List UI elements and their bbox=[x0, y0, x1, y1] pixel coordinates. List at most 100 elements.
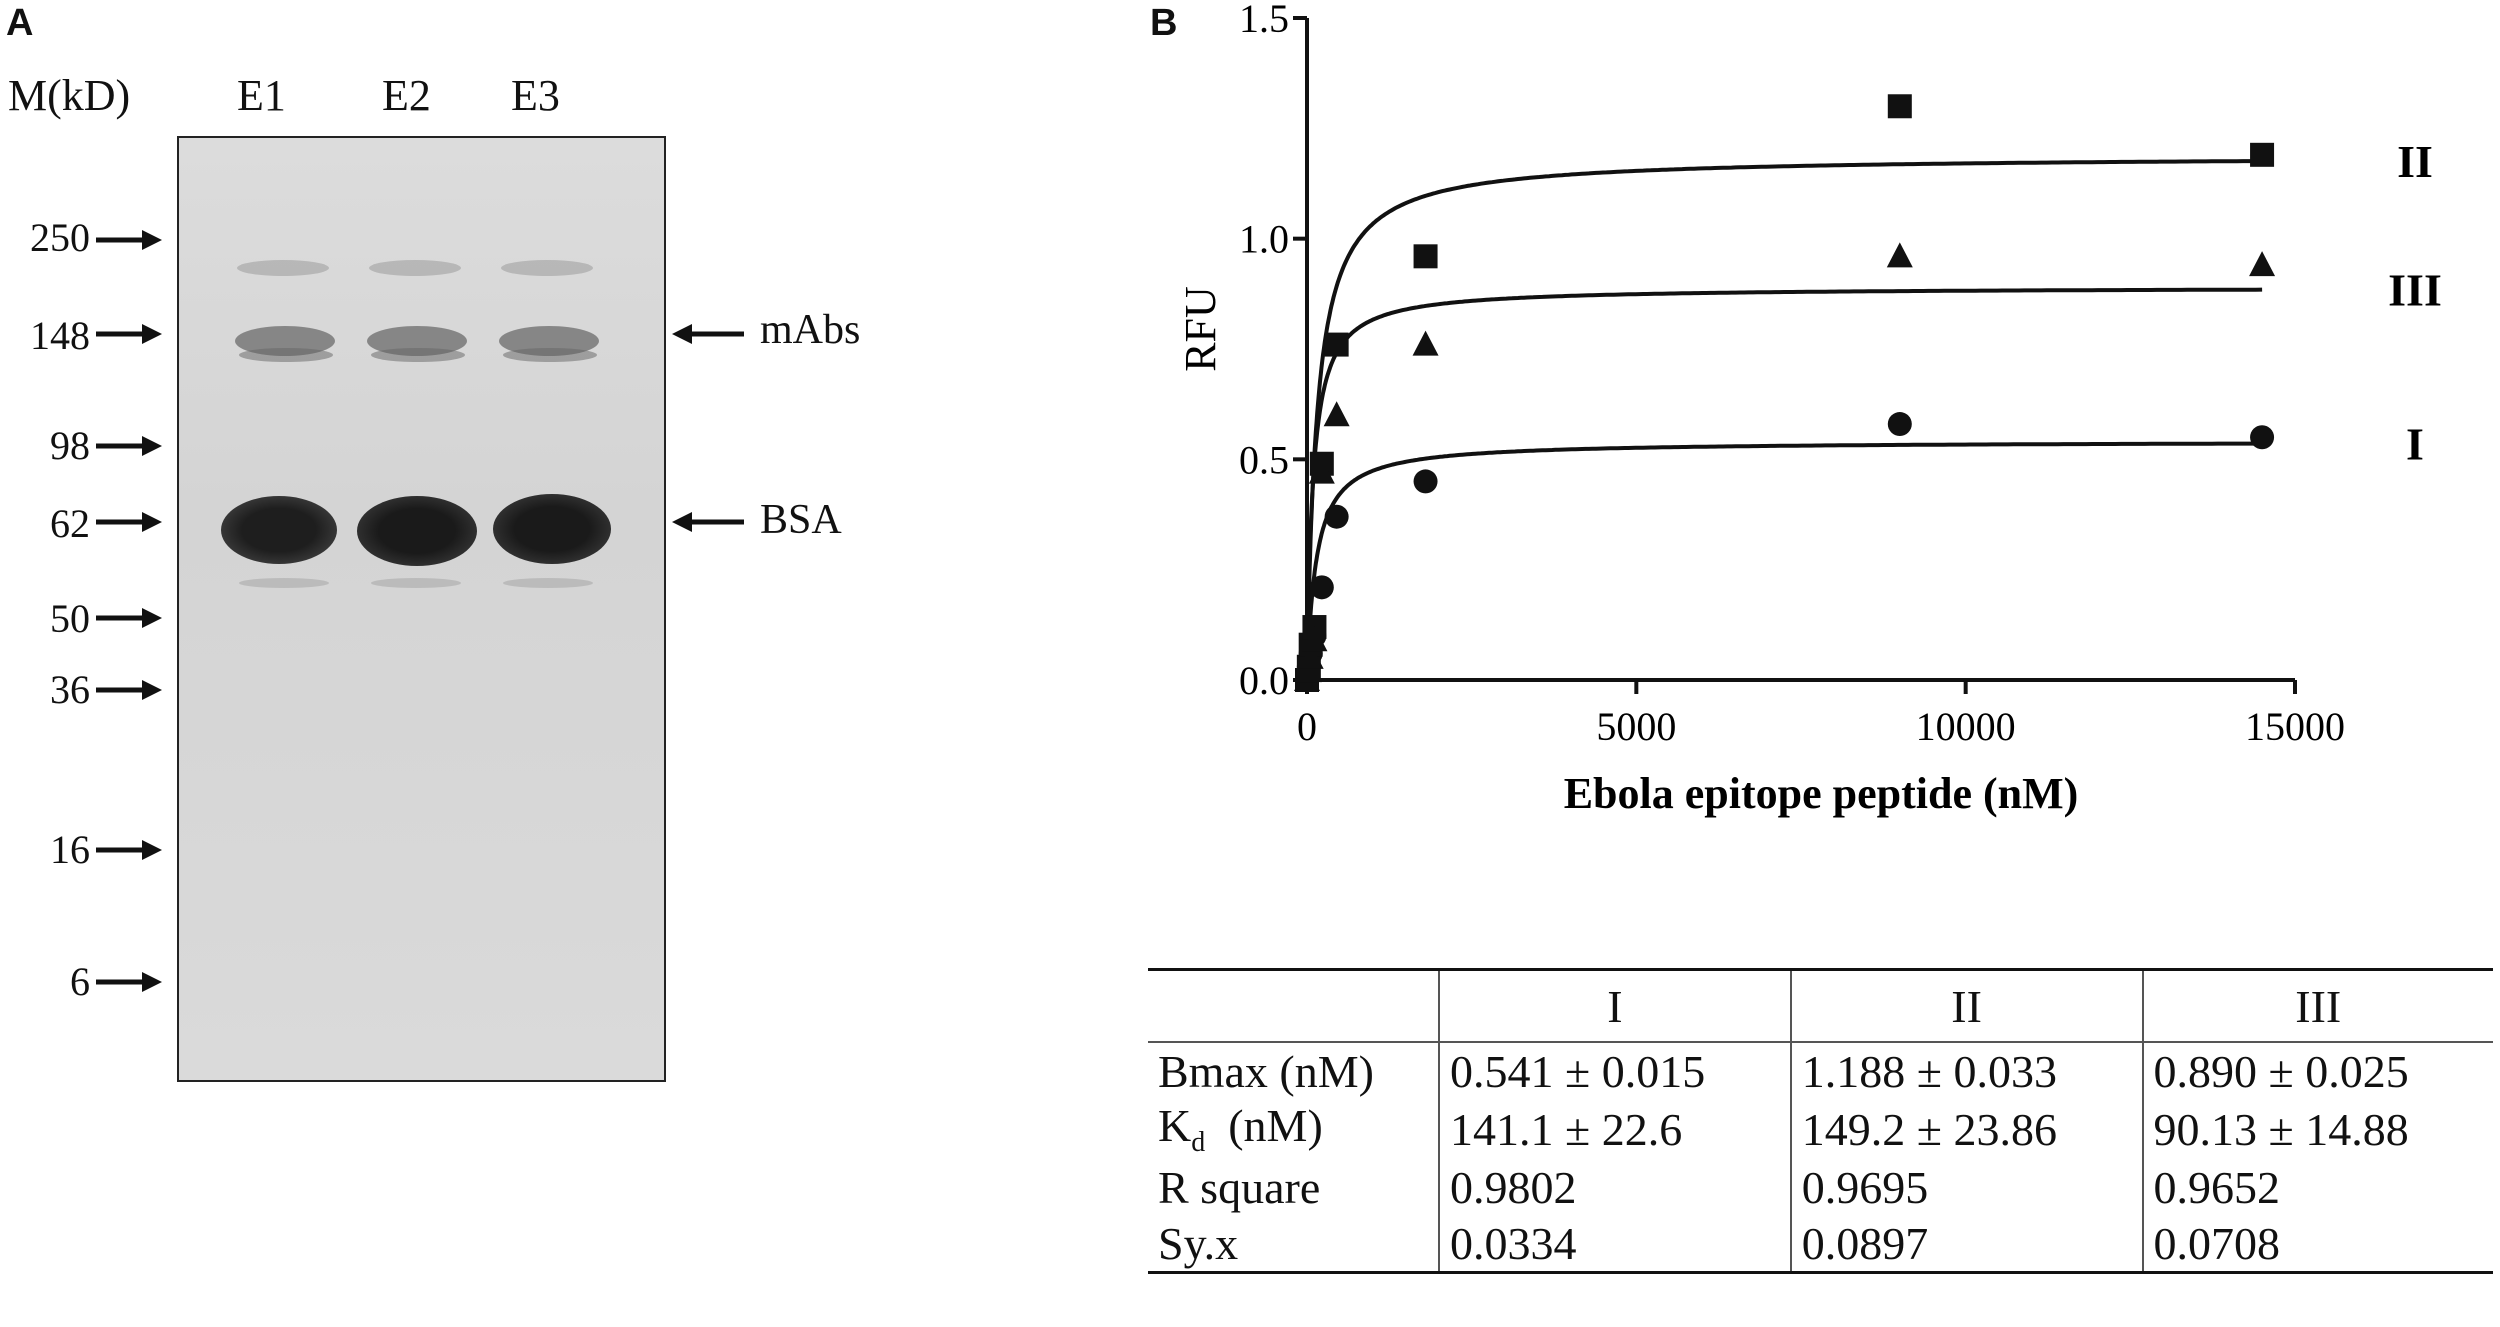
data-point-i bbox=[2250, 425, 2275, 450]
gel-band-e1-top bbox=[237, 260, 329, 276]
table-header-cell: I bbox=[1438, 968, 1791, 1043]
marker-header: M(kD) bbox=[8, 71, 131, 120]
band-label-mabs: mAbs bbox=[760, 307, 861, 353]
table-cell: 0.541 ± 0.015 bbox=[1438, 1042, 1791, 1099]
series-label-i: I bbox=[2406, 419, 2424, 470]
marker-label-50: 50 bbox=[50, 596, 90, 641]
series-label-iii: III bbox=[2388, 265, 2442, 316]
lane-label-e1: E1 bbox=[237, 71, 286, 120]
table-row: Sy.x 0.0334 0.0897 0.0708 bbox=[1148, 1215, 2493, 1275]
marker-arrow-98 bbox=[96, 436, 162, 456]
data-point-iii bbox=[1412, 330, 1439, 356]
x-tick-label: 5000 bbox=[1596, 704, 1676, 749]
data-point-iii bbox=[1295, 657, 1322, 683]
table-row: Kd (nM) 141.1 ± 22.6 149.2 ± 23.86 90.13… bbox=[1148, 1099, 2493, 1160]
marker-label-62: 62 bbox=[50, 501, 90, 546]
x-tick-label: 15000 bbox=[2245, 704, 2345, 749]
y-tick-label: 1.5 bbox=[1239, 0, 1289, 41]
table-cell: 0.0334 bbox=[1438, 1215, 1791, 1275]
data-point-ii bbox=[1413, 244, 1438, 269]
y-tick-label: 0.5 bbox=[1239, 437, 1289, 482]
marker-arrow-6 bbox=[96, 972, 162, 992]
data-point-iii bbox=[1886, 242, 1913, 268]
table-header-cell: III bbox=[2141, 968, 2493, 1043]
data-point-iii bbox=[2249, 251, 2276, 277]
table-cell: 0.9652 bbox=[2141, 1159, 2493, 1216]
gel-band-e3-low bbox=[503, 578, 593, 588]
gel-band-e1-mabs-lower bbox=[239, 348, 333, 362]
lane-label-e3: E3 bbox=[511, 71, 560, 120]
panel-b-letter: B bbox=[1150, 2, 1178, 44]
table-header-cell: II bbox=[1789, 968, 2143, 1043]
table-cell: 149.2 ± 23.86 bbox=[1789, 1099, 2143, 1160]
marker-arrow-50 bbox=[96, 608, 162, 628]
table-row: Bmax (nM) 0.541 ± 0.015 1.188 ± 0.033 0.… bbox=[1148, 1042, 2493, 1099]
x-axis-label: Ebola epitope peptide (nM) bbox=[1564, 769, 2079, 818]
mabs-arrow bbox=[672, 324, 744, 344]
data-point-iii bbox=[1297, 643, 1324, 669]
data-point-iii bbox=[1301, 626, 1328, 652]
table-row-label: Bmax (nM) bbox=[1158, 1045, 1374, 1097]
data-point-i bbox=[1324, 504, 1349, 529]
gel-band-e1-low bbox=[239, 578, 329, 588]
table-cell: 141.1 ± 22.6 bbox=[1438, 1099, 1791, 1160]
table-cell: 0.9695 bbox=[1789, 1159, 2143, 1216]
gel-band-e2-low bbox=[371, 578, 461, 588]
fit-curve-iii bbox=[1305, 287, 2263, 680]
band-label-bsa: BSA bbox=[760, 497, 842, 543]
gel-band-e1-bsa bbox=[221, 496, 337, 564]
marker-label-250: 250 bbox=[30, 215, 90, 260]
kd-label-sub: d bbox=[1191, 1127, 1206, 1159]
y-tick-label: 0.0 bbox=[1239, 658, 1289, 703]
series-label-ii: II bbox=[2397, 136, 2433, 187]
fit-curve-i bbox=[1305, 441, 2263, 680]
marker-label-36: 36 bbox=[50, 667, 90, 712]
x-tick-label: 10000 bbox=[1916, 704, 2016, 749]
data-point-ii bbox=[1324, 332, 1349, 357]
data-point-iii bbox=[1308, 458, 1335, 484]
table-header-cell bbox=[1148, 968, 1439, 1043]
marker-arrow-16 bbox=[96, 840, 162, 860]
gel-band-e2-top bbox=[369, 260, 461, 276]
marker-arrow-250 bbox=[96, 230, 162, 250]
marker-arrow-36 bbox=[96, 680, 162, 700]
y-axis-label: RFU bbox=[1176, 286, 1225, 372]
data-point-i bbox=[1309, 575, 1334, 600]
table-row-label: Kd (nM) bbox=[1148, 1099, 1439, 1159]
kd-label-main: K bbox=[1158, 1100, 1192, 1151]
marker-arrow-148 bbox=[96, 324, 162, 344]
table-cell: 0.9802 bbox=[1438, 1159, 1791, 1216]
table-row-label: Sy.x bbox=[1148, 1215, 1439, 1275]
gel-band-e3-mabs-lower bbox=[503, 348, 597, 362]
marker-label-16: 16 bbox=[50, 827, 90, 872]
data-point-ii bbox=[1887, 94, 1912, 119]
fit-curve-ii bbox=[1305, 159, 2263, 680]
table-cell: 90.13 ± 14.88 bbox=[2141, 1099, 2493, 1160]
table-row-label: R square bbox=[1158, 1161, 1321, 1213]
table-cell: 0.890 ± 0.025 bbox=[2141, 1042, 2493, 1099]
binding-table: I II III Bmax (nM) 0.541 ± 0.015 1.188 ±… bbox=[1148, 968, 2493, 1275]
gel-band-e3-bsa bbox=[493, 494, 611, 564]
kd-label-rest: (nM) bbox=[1205, 1100, 1323, 1151]
marker-label-98: 98 bbox=[50, 423, 90, 468]
x-tick-label: 0 bbox=[1297, 704, 1317, 749]
lane-label-e2: E2 bbox=[382, 71, 431, 120]
table-cell: 0.0708 bbox=[2141, 1215, 2493, 1275]
data-point-i bbox=[1413, 469, 1438, 494]
y-tick-label: 1.0 bbox=[1239, 217, 1289, 262]
bsa-arrow bbox=[672, 512, 744, 532]
binding-chart: 0.0 0.5 1.0 1.5 0 5000 10000 15000 Ebola epitope… bbox=[1176, 0, 2442, 818]
gel-band-e2-mabs-lower bbox=[371, 348, 465, 362]
marker-label-6: 6 bbox=[70, 959, 90, 1004]
panel-a-letter: A bbox=[6, 2, 34, 44]
gel-band-e2-bsa bbox=[357, 496, 477, 566]
table-row: R square 0.9802 0.9695 0.9652 bbox=[1148, 1159, 2493, 1216]
table-cell: 0.0897 bbox=[1789, 1215, 2143, 1275]
data-point-iii bbox=[1323, 401, 1350, 427]
table-cell: 1.188 ± 0.033 bbox=[1789, 1042, 2143, 1099]
marker-arrows bbox=[96, 230, 162, 992]
data-point-ii bbox=[2250, 142, 2275, 167]
table-header-row: I II III bbox=[1148, 968, 2493, 1043]
marker-label-148: 148 bbox=[30, 313, 90, 358]
data-point-i bbox=[1887, 412, 1912, 437]
